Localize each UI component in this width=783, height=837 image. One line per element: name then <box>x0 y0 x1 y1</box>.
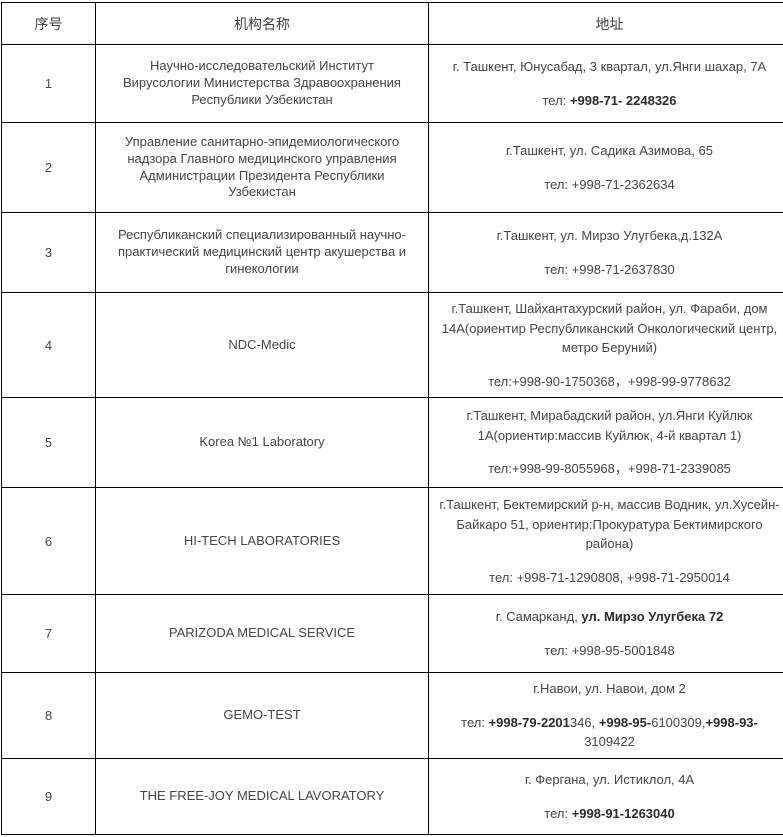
text-segment: тел: <box>544 805 572 821</box>
text-segment: тел: +998-71-1290808, +998-71-2950014 <box>489 569 730 585</box>
row-number-cell: 6 <box>1 487 96 595</box>
institution-name-cell: NDC-Medic <box>95 292 429 398</box>
bold-text-segment: ул. Мирзо Улугбека 72 <box>581 609 724 624</box>
table-row: 4 NDC-Medic г.Ташкент, Шайхантахурский рай… <box>1 292 783 398</box>
row-number-cell: 1 <box>1 44 96 123</box>
text-segment: г. Фергана, ул. Истиклол, 4А <box>524 772 695 787</box>
table-row: 3 Республиканский специализированный науч… <box>1 212 783 293</box>
bold-text-segment: +998-71- 2248326 <box>569 92 677 108</box>
phone-text: тел: +998-71-2362634 <box>437 175 782 195</box>
table-row: 2 Управление санитарно-эпидемиологическог… <box>1 122 783 213</box>
institution-name-cell: PARIZODA MEDICAL SERVICE <box>95 594 429 673</box>
header-number: 序号 <box>1 2 96 45</box>
table-header: 序号 机构名称 地址 <box>1 2 783 45</box>
text-segment: г. Ташкент, Юнусабад, 3 квартал, ул.Янги… <box>452 59 767 74</box>
address-cell: г.Ташкент, Шайхантахурский район, ул. Фа… <box>428 292 783 398</box>
table-row: 1 Научно-исследовательский Институт Вирус… <box>1 44 783 123</box>
table-row: 8 GEMO-TEST г.Навои, ул. Навои, дом 2 тел: … <box>1 672 783 759</box>
address-cell: г. Ташкент, Юнусабад, 3 квартал, ул.Янги… <box>428 44 783 123</box>
text-segment: 3109422 <box>584 734 635 750</box>
address-text: г.Навои, ул. Навои, дом 2 <box>437 679 782 699</box>
address-text: г. Фергана, ул. Истиклол, 4А <box>437 770 782 790</box>
text-segment: г.Ташкент, ул. Мирзо Улугбека,д.132А <box>496 228 723 243</box>
phone-text: тел: +998-95-5001848 <box>437 641 782 661</box>
text-segment: тел:+998-99-8055968，+998-71-2339085 <box>488 461 731 477</box>
row-number-cell: 5 <box>1 397 96 488</box>
address-cell: г.Ташкент, ул. Мирзо Улугбека,д.132А тел:… <box>428 212 783 293</box>
address-cell: г.Ташкент, Мирабадский район, ул.Янги Ку… <box>428 397 783 488</box>
institution-name-cell: Научно-исследовательский Институт Вирусо… <box>95 44 429 123</box>
phone-text: тел: +998-71-1290808, +998-71-2950014 <box>437 568 782 588</box>
header-row: 序号 机构名称 地址 <box>1 2 783 45</box>
address-text: г. Самарканд, ул. Мирзо Улугбека 72 <box>437 607 782 627</box>
text-segment: тел: <box>542 92 570 108</box>
phone-text: тел: +998-91-1263040 <box>437 804 782 824</box>
header-institution-name: 机构名称 <box>95 2 429 45</box>
phone-text: тел:+998-99-8055968，+998-71-2339085 <box>437 459 782 479</box>
address-cell: г. Фергана, ул. Истиклол, 4А тел: +998-91… <box>428 758 783 835</box>
text-segment: г.Ташкент, Шайхантахурский район, ул. Фа… <box>441 301 778 355</box>
table-row: 9 THE FREE-JOY MEDICAL LAVORATORY г. Ферга… <box>1 758 783 835</box>
table-row: 6 HI-TECH LABORATORIES г.Ташкент, Бектемир… <box>1 487 783 595</box>
bold-text-segment: +998-91-1263040 <box>571 805 675 821</box>
address-cell: г.Ташкент, ул. Садика Азимова, 65 тел: +9… <box>428 122 783 213</box>
text-segment: тел: +998-95-5001848 <box>544 642 675 658</box>
text-segment: тел: <box>461 714 489 730</box>
row-number-cell: 3 <box>1 212 96 293</box>
address-cell: г.Ташкент, Бектемирский р-н, массив Водн… <box>428 487 783 595</box>
row-number-cell: 7 <box>1 594 96 673</box>
row-number-cell: 8 <box>1 672 96 759</box>
institution-name-cell: GEMO-TEST <box>95 672 429 759</box>
bold-text-segment: +998-95- <box>598 714 652 730</box>
table-row: 5 Korea №1 Laboratory г.Ташкент, Мирабадск… <box>1 397 783 488</box>
row-number-cell: 4 <box>1 292 96 398</box>
row-number-cell: 2 <box>1 122 96 213</box>
address-text: г.Ташкент, Шайхантахурский район, ул. Фа… <box>437 299 782 358</box>
bold-text-segment: +998-79-2201 <box>488 714 570 730</box>
text-segment: тел: +998-71-2362634 <box>544 176 675 192</box>
institution-name-cell: Управление санитарно-эпидемиологического… <box>95 122 429 213</box>
text-segment: г.Ташкент, Бектемирский р-н, массив Водн… <box>439 497 780 551</box>
address-cell: г. Самарканд, ул. Мирзо Улугбека 72 тел: … <box>428 594 783 673</box>
text-segment: 6100309, <box>651 714 706 730</box>
text-segment: тел:+998-90-1750368，+998-99-9778632 <box>488 373 731 389</box>
address-text: г. Ташкент, Юнусабад, 3 квартал, ул.Янги… <box>437 57 782 77</box>
address-text: г.Ташкент, ул. Мирзо Улугбека,д.132А <box>437 226 782 246</box>
bold-text-segment: +998-93- <box>705 714 758 730</box>
row-number-cell: 9 <box>1 758 96 835</box>
header-address: 地址 <box>428 2 783 45</box>
phone-text: тел: +998-71-2637830 <box>437 260 782 280</box>
phone-text: тел: +998-71- 2248326 <box>437 91 782 111</box>
address-cell: г.Навои, ул. Навои, дом 2 тел: +998-79-22… <box>428 672 783 759</box>
institution-name-cell: THE FREE-JOY MEDICAL LAVORATORY <box>95 758 429 835</box>
text-segment: г. Самарканд, <box>495 609 582 624</box>
address-text: г.Ташкент, Бектемирский р-н, массив Водн… <box>437 495 782 554</box>
address-text: г.Ташкент, ул. Садика Азимова, 65 <box>437 141 782 161</box>
phone-text: тел:+998-90-1750368，+998-99-9778632 <box>437 372 782 392</box>
text-segment: г.Ташкент, Мирабадский район, ул.Янги Ку… <box>466 408 753 443</box>
address-text: г.Ташкент, Мирабадский район, ул.Янги Ку… <box>437 406 782 445</box>
institution-name-cell: Республиканский специализированный научн… <box>95 212 429 293</box>
text-segment: г.Навои, ул. Навои, дом 2 <box>533 681 686 697</box>
table-row: 7 PARIZODA MEDICAL SERVICE г. Самарканд, у… <box>1 594 783 673</box>
text-segment: 346, <box>569 714 599 730</box>
institution-name-cell: HI-TECH LABORATORIES <box>95 487 429 595</box>
phone-text: тел: +998-79-2201346, +998-95-6100309,+9… <box>437 713 782 752</box>
table-body: 1 Научно-исследовательский Институт Вирус… <box>1 44 783 835</box>
institution-name-cell: Korea №1 Laboratory <box>95 397 429 488</box>
text-segment: тел: +998-71-2637830 <box>544 261 675 277</box>
text-segment: г.Ташкент, ул. Садика Азимова, 65 <box>506 143 713 158</box>
